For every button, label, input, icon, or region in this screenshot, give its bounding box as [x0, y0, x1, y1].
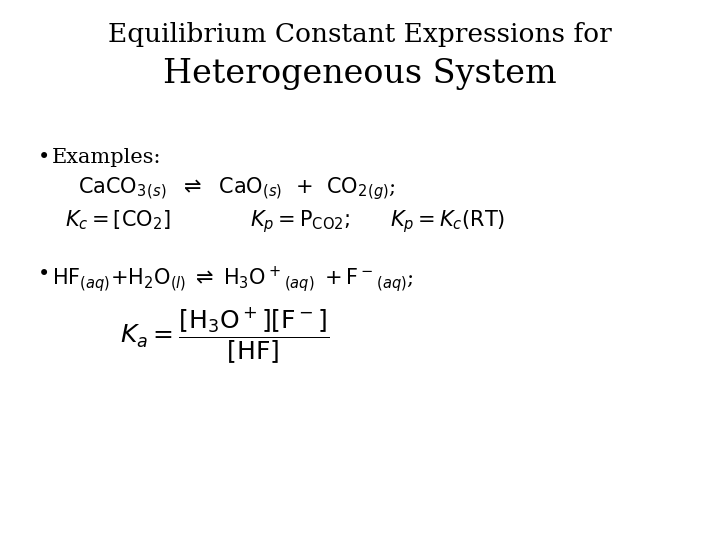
- Text: $\mathit{K_c}$$= [\mathrm{CO_2}]$: $\mathit{K_c}$$= [\mathrm{CO_2}]$: [65, 208, 171, 232]
- Text: Equilibrium Constant Expressions for: Equilibrium Constant Expressions for: [108, 22, 612, 47]
- Text: $\mathit{K_a} = \dfrac{[\mathrm{H_3O^+}][\mathrm{F^-}]}{[\mathrm{HF}]}$: $\mathit{K_a} = \dfrac{[\mathrm{H_3O^+}]…: [120, 305, 329, 365]
- Text: $\mathrm{HF}_{\mathit{(aq)}}$$ + \mathrm{H_2O}_{\mathit{(l)}}$$\;\rightleftharpo: $\mathrm{HF}_{\mathit{(aq)}}$$ + \mathrm…: [52, 265, 414, 295]
- Text: •: •: [38, 148, 50, 167]
- Text: Heterogeneous System: Heterogeneous System: [163, 58, 557, 90]
- Text: •: •: [38, 265, 50, 284]
- Text: $\mathit{K_p}$$= \mathrm{P_{CO2}}$;: $\mathit{K_p}$$= \mathrm{P_{CO2}}$;: [250, 208, 350, 235]
- Text: $\mathrm{CaCO_{3}}$$_{\mathit{(s)}}$  $\rightleftharpoons$  $\mathrm{CaO}$$_{\ma: $\mathrm{CaCO_{3}}$$_{\mathit{(s)}}$ $\r…: [78, 175, 396, 202]
- Text: $\mathit{K_p}$$= \mathit{K_c}\mathrm{(RT)}$: $\mathit{K_p}$$= \mathit{K_c}\mathrm{(RT…: [390, 208, 505, 235]
- Text: Examples:: Examples:: [52, 148, 161, 167]
